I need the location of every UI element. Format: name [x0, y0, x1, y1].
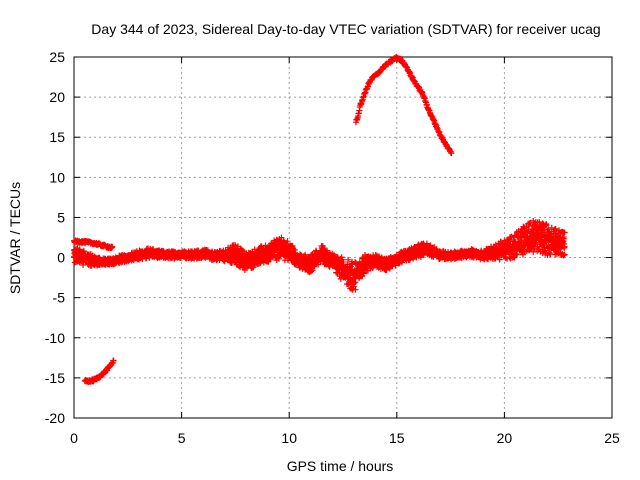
y-tick-label: 15 [49, 129, 65, 145]
main-band-point [508, 233, 515, 240]
x-tick-label: 20 [497, 430, 513, 446]
x-tick-label: 5 [178, 430, 186, 446]
main-band-point [530, 248, 537, 255]
main-band-point [552, 225, 559, 232]
main-band-point [561, 229, 568, 236]
y-tick-label: -15 [45, 370, 65, 386]
axis-ticks: 0 5 10 15 20 25 -20 -15 -10 -5 0 5 10 15 20 25 [45, 49, 620, 446]
main-band-point [496, 256, 503, 263]
main-band-point [540, 229, 547, 236]
main-band-point [543, 221, 550, 228]
main-band-point [560, 235, 567, 242]
main-band-point [513, 251, 520, 258]
main-band-point [548, 224, 555, 231]
early-upper-arc-point [109, 243, 116, 250]
y-tick-label: -20 [45, 410, 65, 426]
main-band-point [284, 238, 291, 245]
main-band-point [352, 279, 359, 286]
main-band-point [561, 243, 568, 250]
y-tick-label: 10 [49, 169, 65, 185]
chart-title: Day 344 of 2023, Sidereal Day-to-day VTE… [91, 21, 600, 37]
main-band-point [334, 270, 341, 277]
plot-frame [73, 56, 613, 419]
x-tick-label: 15 [389, 430, 405, 446]
main-band-point [519, 251, 526, 258]
main-band-point [345, 256, 352, 263]
main-band-point [364, 267, 371, 274]
x-tick-label: 0 [70, 430, 78, 446]
y-tick-label: 25 [49, 49, 65, 65]
main-band-point [515, 233, 522, 240]
x-tick-label: 10 [281, 430, 297, 446]
main-band-point [339, 261, 346, 268]
y-axis-label: SDTVAR / TECUs [7, 182, 23, 294]
x-tick-label: 25 [604, 430, 620, 446]
y-tick-label: 5 [57, 209, 65, 225]
main-band-point [352, 286, 359, 293]
main-band-point [561, 251, 568, 258]
high-arc-point [448, 150, 455, 157]
main-band-point [340, 258, 347, 265]
main-band-point [560, 252, 567, 259]
main-band-point [291, 246, 298, 253]
low-arc-point [110, 357, 117, 364]
main-band-point [237, 245, 244, 252]
y-tick-label: -10 [45, 330, 65, 346]
y-tick-label: -5 [53, 290, 66, 306]
main-band-point [513, 250, 520, 257]
y-tick-label: 0 [57, 250, 65, 266]
y-tick-label: 20 [49, 89, 65, 105]
main-band-point [536, 218, 543, 225]
x-axis-label: GPS time / hours [287, 458, 394, 474]
main-band-point [492, 241, 499, 248]
main-band-point [258, 243, 265, 250]
data-points [71, 53, 568, 386]
